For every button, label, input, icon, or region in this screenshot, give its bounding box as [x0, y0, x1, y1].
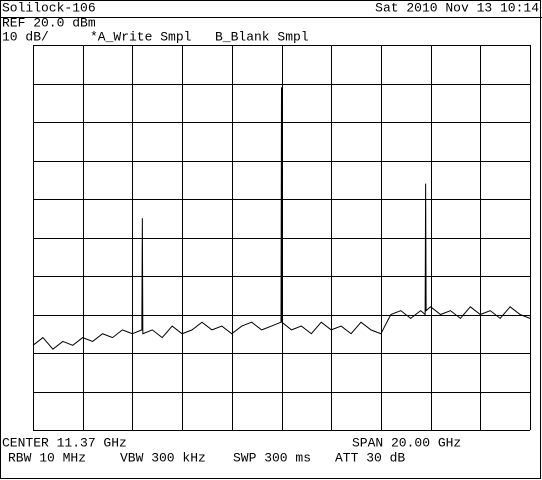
trace-b: B_Blank Smpl: [215, 29, 309, 44]
sweep: SWP 300 ms: [233, 450, 311, 465]
trace: [32, 87, 531, 350]
rbw: RBW 10 MHz: [8, 450, 86, 465]
scale: 10 dB/: [2, 29, 49, 44]
trace-a: *A_Write Smpl: [90, 29, 192, 44]
ref-level: REF 20.0 dBm: [2, 15, 96, 30]
datetime: Sat 2010 Nov 13 10:14: [375, 0, 539, 15]
attenuation: ATT 30 dB: [335, 450, 405, 465]
instrument-name: Solilock-106: [2, 0, 96, 15]
vbw: VBW 300 kHz: [120, 450, 206, 465]
center-freq: CENTER 11.37 GHz: [2, 435, 127, 450]
span: SPAN 20.00 GHz: [352, 435, 461, 450]
